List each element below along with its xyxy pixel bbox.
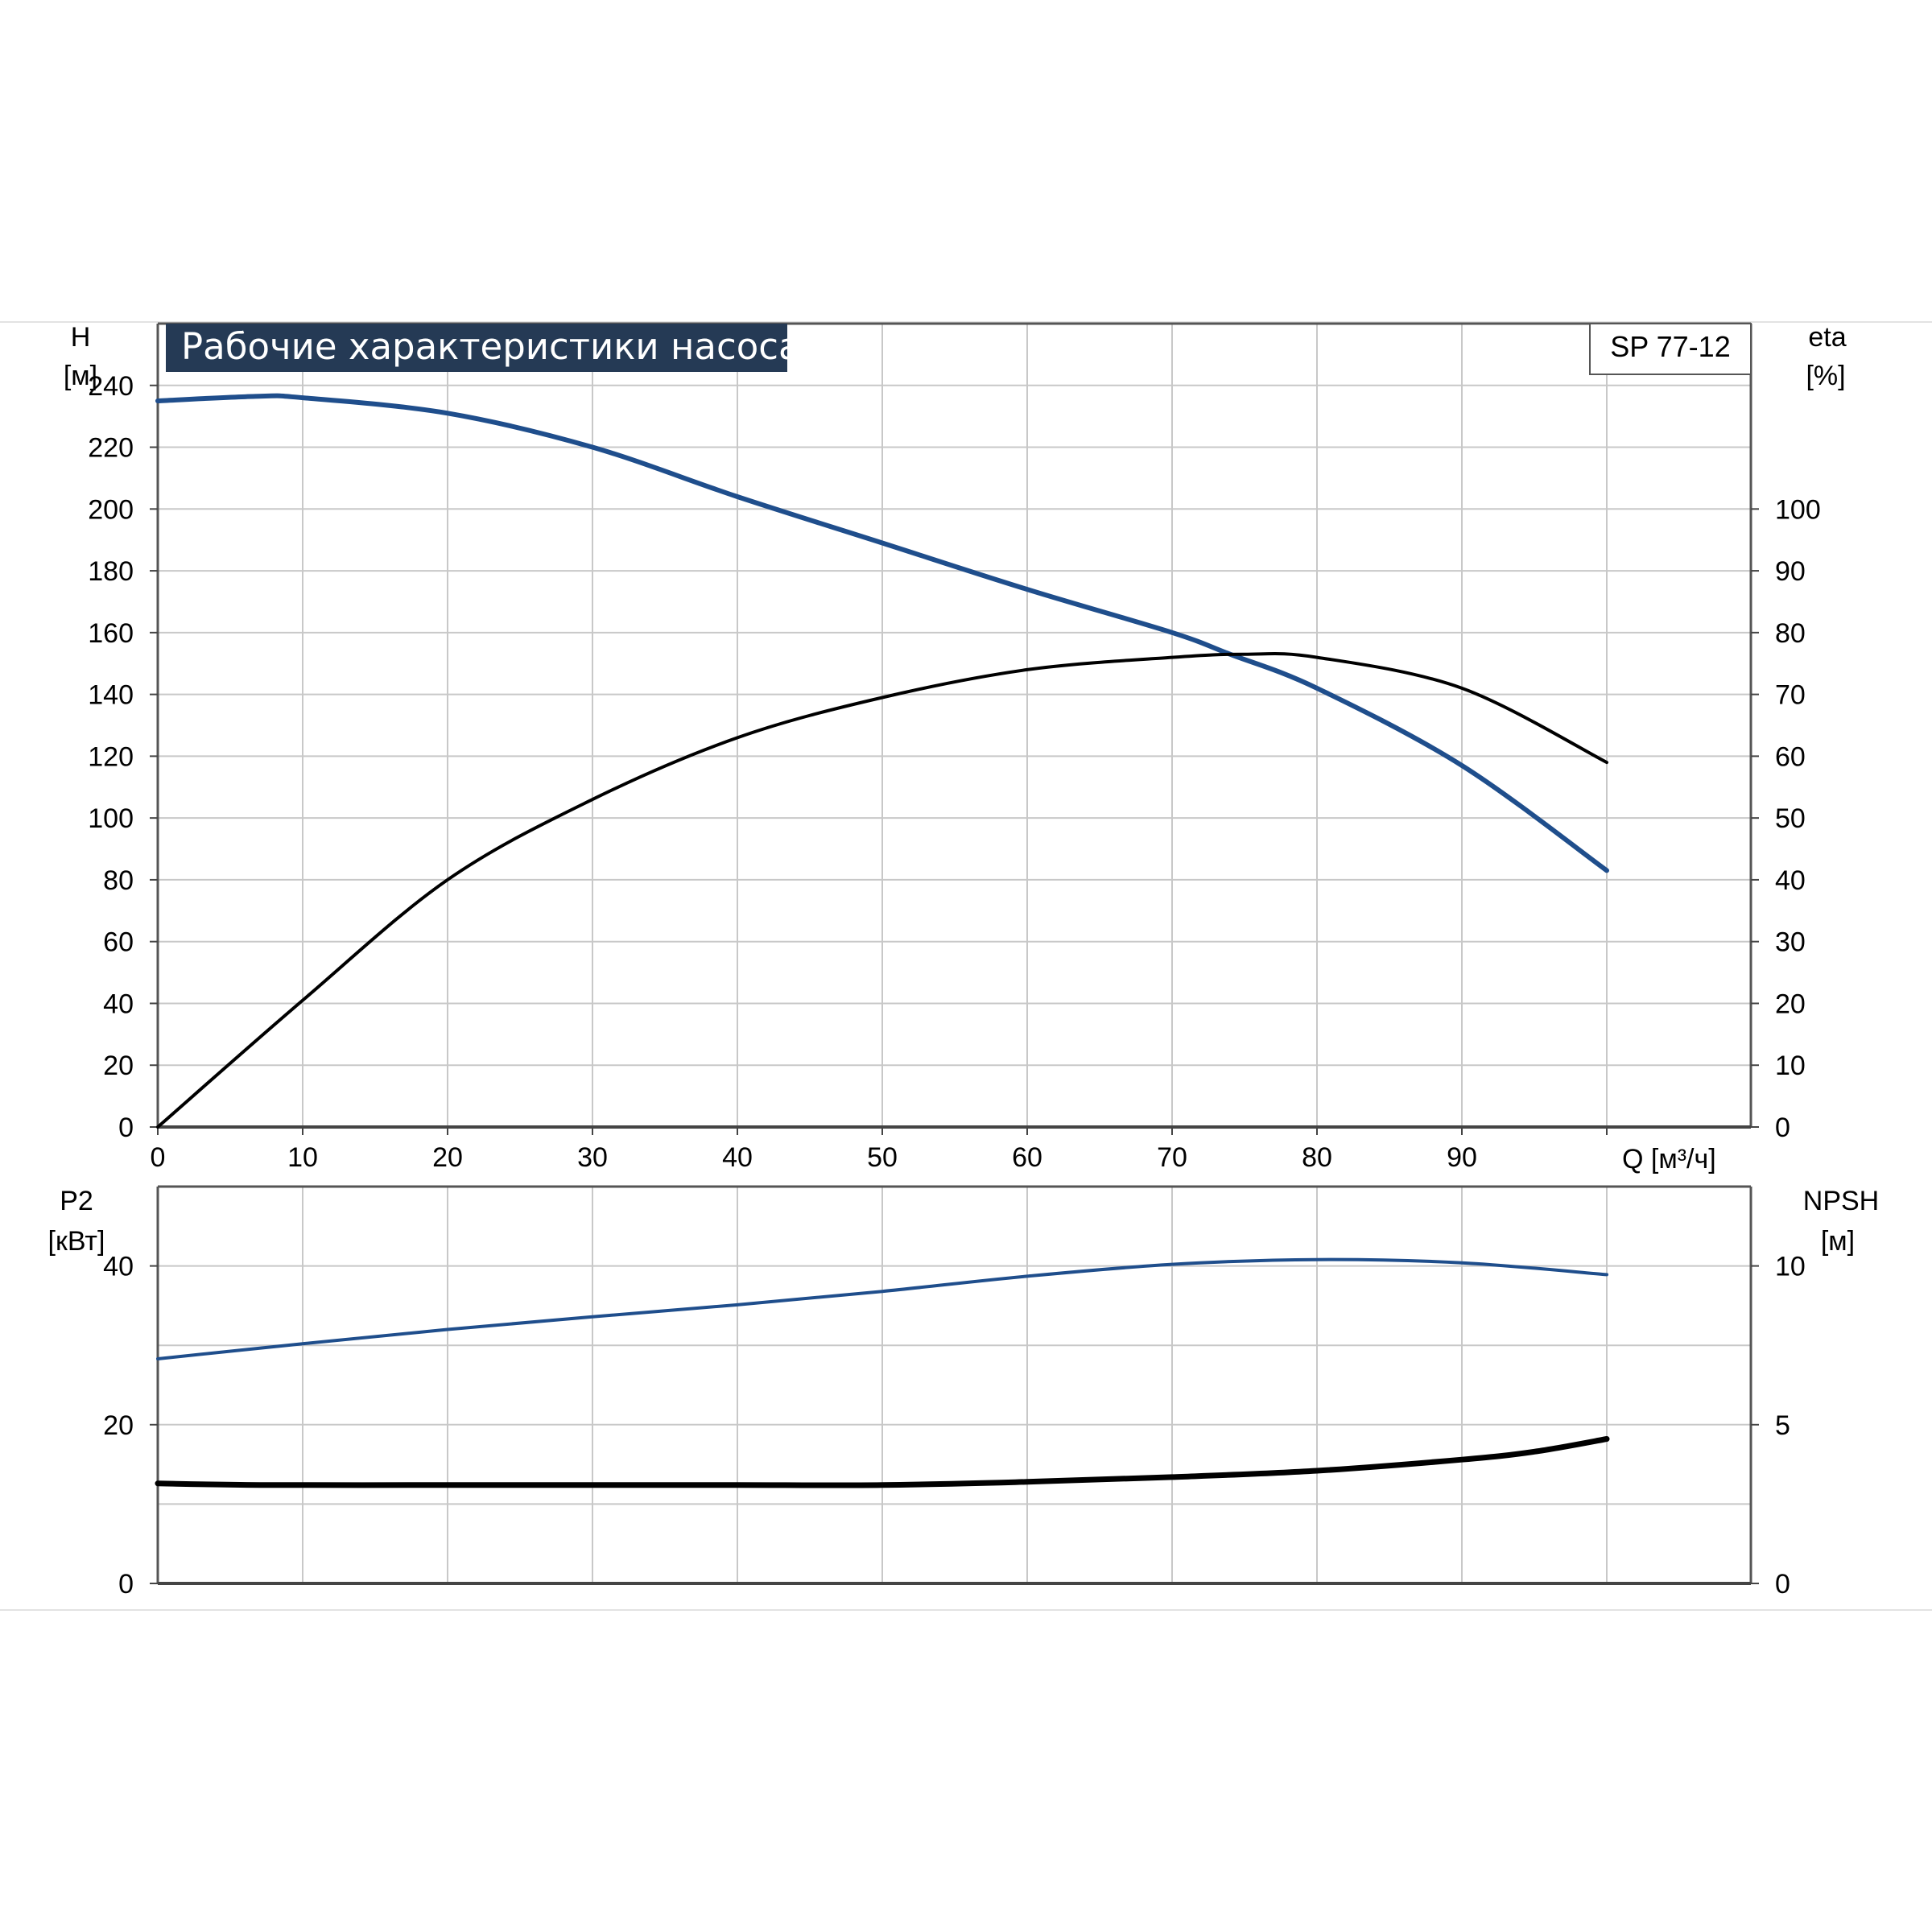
p2-label-name: P2 xyxy=(60,1186,93,1216)
npsh-curve xyxy=(155,1436,1610,1488)
y-left-tick-label: 60 xyxy=(103,927,134,958)
x-tick-label: 30 xyxy=(577,1142,608,1173)
head-curve xyxy=(155,393,1609,873)
y-right-tick-label: 0 xyxy=(1775,1569,1790,1600)
lower-plot-frame xyxy=(156,1185,1752,1585)
upper-tick-labels: 0204060801001201401601802002202400102030… xyxy=(88,371,1820,1173)
upper-grid xyxy=(158,324,1751,1127)
x-tick-label: 10 xyxy=(287,1142,318,1173)
y-right-tick-label: 40 xyxy=(1775,865,1806,896)
x-tick-label: 80 xyxy=(1302,1142,1332,1173)
x-tick-label: 90 xyxy=(1447,1142,1477,1173)
x-tick-label: 0 xyxy=(151,1142,166,1173)
y-left-tick-label: 240 xyxy=(88,371,134,402)
y-left-tick-label: 160 xyxy=(88,618,134,649)
npsh-label-name: NPSH xyxy=(1803,1186,1879,1216)
y-left-tick-label: 40 xyxy=(103,1252,134,1282)
y-right-label-name: eta xyxy=(1808,322,1846,353)
y-right-tick-label: 90 xyxy=(1775,556,1806,587)
y-left-tick-label: 140 xyxy=(88,680,134,711)
model-label-box xyxy=(1589,323,1752,375)
lower-grid xyxy=(158,1187,1751,1583)
y-right-tick-label: 50 xyxy=(1775,803,1806,834)
power-curve xyxy=(156,1257,1608,1360)
x-axis-label: Q [м³/ч] xyxy=(1622,1144,1716,1174)
y-right-label-unit: [%] xyxy=(1806,361,1845,391)
y-left-tick-label: 180 xyxy=(88,556,134,587)
y-left-tick-label: 100 xyxy=(88,803,134,834)
y-left-tick-label: 120 xyxy=(88,741,134,772)
y-right-tick-label: 30 xyxy=(1775,927,1806,958)
p2-label-unit: [кВт] xyxy=(48,1226,105,1257)
y-left-tick-label: 20 xyxy=(103,1051,134,1081)
chart-title-box xyxy=(166,324,787,372)
y-left-tick-label: 80 xyxy=(103,865,134,896)
y-left-label-unit: [м] xyxy=(64,361,97,391)
model-label: SP 77-12 xyxy=(1610,330,1730,363)
y-left-tick-label: 220 xyxy=(88,433,134,464)
lower-series xyxy=(155,1257,1610,1488)
y-left-tick-label: 40 xyxy=(103,989,134,1019)
npsh-label-unit: [м] xyxy=(1821,1226,1855,1257)
x-tick-label: 40 xyxy=(722,1142,753,1173)
y-right-tick-label: 60 xyxy=(1775,741,1806,772)
y-right-tick-label: 100 xyxy=(1775,494,1821,525)
y-right-tick-label: 20 xyxy=(1775,989,1806,1019)
y-right-tick-label: 10 xyxy=(1775,1051,1806,1081)
chart-title: Рабочие характеристики насоса xyxy=(181,325,801,368)
y-right-tick-label: 5 xyxy=(1775,1410,1790,1441)
y-left-tick-label: 20 xyxy=(103,1410,134,1441)
lower-chart: 0 20 40 0 5 10 P2 [кВт] NPSH [м] xyxy=(48,1185,1879,1600)
x-tick-label: 50 xyxy=(867,1142,898,1173)
y-left-tick-label: 200 xyxy=(88,494,134,525)
x-tick-label: 60 xyxy=(1012,1142,1042,1173)
upper-chart: 0204060801001201401601802002202400102030… xyxy=(64,322,1847,1174)
upper-series xyxy=(155,393,1609,1129)
y-left-tick-label: 0 xyxy=(118,1113,134,1143)
y-left-tick-label: 0 xyxy=(118,1569,134,1600)
y-right-tick-label: 80 xyxy=(1775,618,1806,649)
efficiency-curve xyxy=(156,651,1608,1129)
x-tick-label: 70 xyxy=(1157,1142,1187,1173)
y-right-tick-label: 0 xyxy=(1775,1113,1790,1143)
y-right-tick-label: 70 xyxy=(1775,680,1806,711)
upper-plot-frame xyxy=(156,322,1752,1129)
y-left-label-name: H xyxy=(71,322,91,353)
y-right-tick-label: 10 xyxy=(1775,1252,1806,1282)
lower-tick-labels: 0 20 40 0 5 10 xyxy=(103,1252,1806,1600)
x-tick-label: 20 xyxy=(432,1142,463,1173)
